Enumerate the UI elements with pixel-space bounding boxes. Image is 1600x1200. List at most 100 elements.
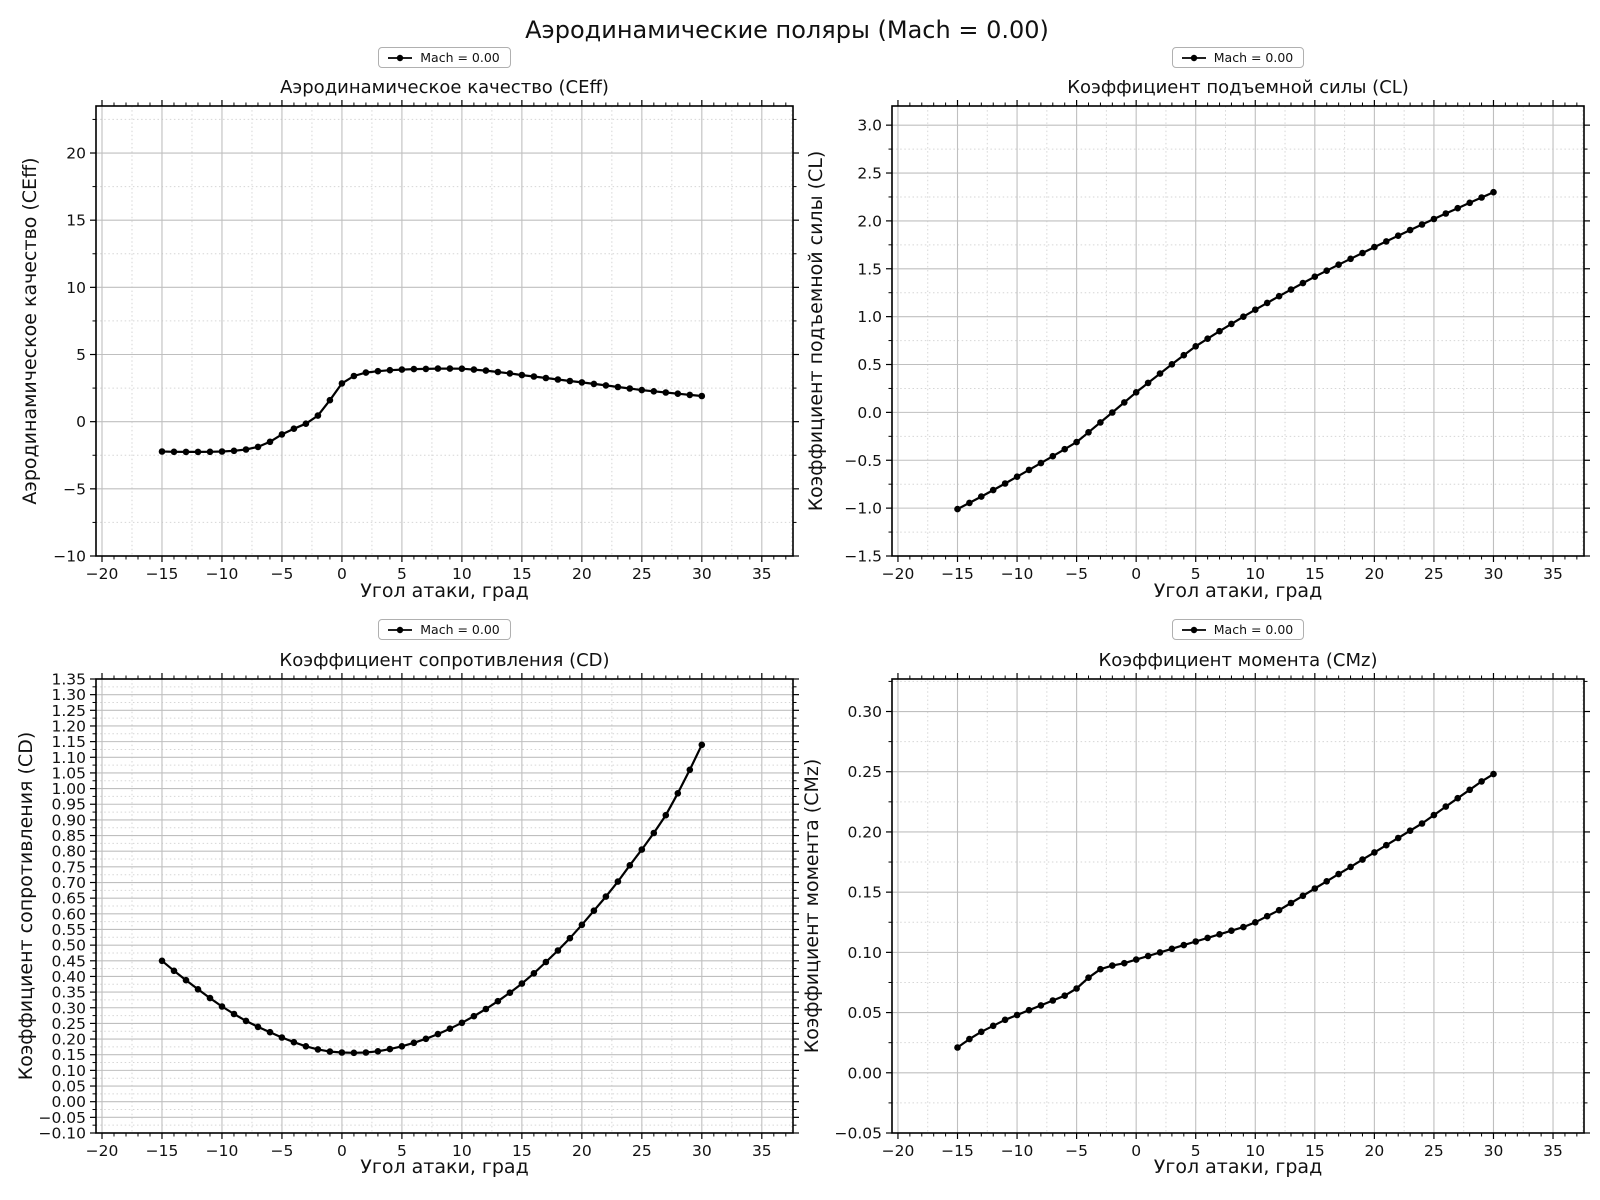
svg-text:−5: −5 xyxy=(1065,565,1088,583)
svg-text:−10: −10 xyxy=(1001,565,1034,583)
legend-row-ceff: Mach = 0.00 xyxy=(96,47,793,68)
svg-text:15: 15 xyxy=(512,565,532,583)
cd-markers xyxy=(158,741,706,1057)
subplot-title-ceff: Аэродинамическое качество (CEff) xyxy=(280,77,609,98)
svg-text:−10: −10 xyxy=(206,1142,239,1160)
legend-line-marker-icon xyxy=(388,54,413,61)
svg-text:0.70: 0.70 xyxy=(51,874,86,892)
svg-text:0.0: 0.0 xyxy=(857,404,882,422)
cmz-curve xyxy=(956,773,1495,1049)
ceff-minor-grid xyxy=(96,106,793,556)
svg-text:0.85: 0.85 xyxy=(51,827,86,845)
cl-ticks xyxy=(886,100,1590,562)
svg-text:0: 0 xyxy=(337,1142,347,1160)
svg-text:−20: −20 xyxy=(86,1142,119,1160)
svg-text:5: 5 xyxy=(76,346,86,364)
svg-text:15: 15 xyxy=(66,212,86,230)
legend-mach-ceff: Mach = 0.00 xyxy=(378,47,511,68)
ceff-curve xyxy=(161,367,702,453)
legend-row-cd: Mach = 0.00 xyxy=(96,619,793,640)
svg-text:1.35: 1.35 xyxy=(51,671,86,689)
cl-spines xyxy=(891,105,1585,557)
svg-text:−15: −15 xyxy=(941,565,974,583)
svg-text:0.10: 0.10 xyxy=(847,944,882,962)
cl-plot: −20 −15 −10 −5 0 5 10 15 20 25 30 35 −1.5 −1.0 −0.5 0.0… xyxy=(844,100,1590,583)
legend-label: Mach = 0.00 xyxy=(420,622,500,637)
legend-mach-cd: Mach = 0.00 xyxy=(378,619,511,640)
svg-text:2.5: 2.5 xyxy=(857,165,882,183)
svg-text:3.0: 3.0 xyxy=(857,117,882,135)
svg-text:15: 15 xyxy=(1305,565,1325,583)
svg-text:−10: −10 xyxy=(53,548,86,566)
svg-text:−10: −10 xyxy=(206,565,239,583)
svg-text:−20: −20 xyxy=(882,565,915,583)
svg-text:1.0: 1.0 xyxy=(857,308,882,326)
svg-text:0.30: 0.30 xyxy=(51,999,86,1017)
svg-text:−5: −5 xyxy=(271,565,294,583)
svg-text:35: 35 xyxy=(752,565,772,583)
svg-text:−15: −15 xyxy=(941,1142,974,1160)
svg-text:1.00: 1.00 xyxy=(51,780,86,798)
ceff-plot: −20 −15 −10 −5 0 5 10 15 20 25 30 35 −10 −5 0 5 10 15 20 xyxy=(53,100,799,583)
ylabel-cl: Коэффициент подъемной силы (CL) xyxy=(805,150,827,512)
svg-text:−0.10: −0.10 xyxy=(39,1125,87,1143)
svg-text:15: 15 xyxy=(1305,1142,1325,1160)
cmz-x-tick-labels: −20 −15 −10 −5 0 5 10 15 20 25 30 35 xyxy=(882,1142,1563,1160)
svg-text:0.15: 0.15 xyxy=(51,1046,86,1064)
svg-text:30: 30 xyxy=(1484,1142,1504,1160)
xlabel-ceff: Угол атаки, град xyxy=(360,580,529,602)
ceff-ticks xyxy=(90,100,799,562)
svg-text:0.30: 0.30 xyxy=(847,703,882,721)
svg-text:25: 25 xyxy=(632,565,652,583)
xlabel-cl: Угол атаки, град xyxy=(1153,580,1323,602)
cd-major-grid xyxy=(96,678,793,1134)
svg-text:35: 35 xyxy=(1543,565,1563,583)
svg-text:0: 0 xyxy=(337,565,347,583)
svg-text:5: 5 xyxy=(1191,565,1201,583)
subplot-title-cl: Коэффициент подъемной силы (CL) xyxy=(1067,77,1409,98)
ylabel-cd: Коэффициент сопротивления (CD) xyxy=(15,731,37,1081)
ylabel-cmz: Коэффициент момента (CMz) xyxy=(801,758,823,1054)
cmz-minor-grid xyxy=(892,679,1584,1133)
cd-curve xyxy=(161,744,703,1054)
svg-text:0.15: 0.15 xyxy=(847,884,882,902)
cl-x-tick-labels: −20 −15 −10 −5 0 5 10 15 20 25 30 35 xyxy=(882,565,1563,583)
cmz-plot: −20 −15 −10 −5 0 5 10 15 20 25 30 35 −0.05 0.00 0.05 0.… xyxy=(835,673,1590,1160)
subplot-title-cmz: Коэффициент момента (CMz) xyxy=(1098,650,1378,671)
svg-text:0.35: 0.35 xyxy=(51,984,86,1002)
ceff-y-tick-labels: −10 −5 0 5 10 15 20 xyxy=(53,145,86,566)
svg-text:30: 30 xyxy=(692,565,712,583)
svg-text:2.0: 2.0 xyxy=(857,212,882,230)
svg-text:0: 0 xyxy=(1131,1142,1141,1160)
cmz-markers xyxy=(954,770,1497,1051)
cl-curve xyxy=(956,191,1494,511)
svg-text:0.5: 0.5 xyxy=(857,356,882,374)
svg-text:−5: −5 xyxy=(63,480,86,498)
legend-label: Mach = 0.00 xyxy=(420,50,500,65)
svg-text:0.75: 0.75 xyxy=(51,858,86,876)
svg-text:0.05: 0.05 xyxy=(847,1004,882,1022)
svg-text:−0.05: −0.05 xyxy=(39,1109,87,1127)
svg-text:0.95: 0.95 xyxy=(51,796,86,814)
svg-text:0.80: 0.80 xyxy=(51,843,86,861)
svg-text:0.00: 0.00 xyxy=(51,1093,86,1111)
ylabel-ceff: Аэродинамическое качество (CEff) xyxy=(19,157,41,505)
svg-text:0.65: 0.65 xyxy=(51,890,86,908)
legend-label: Mach = 0.00 xyxy=(1213,622,1294,637)
svg-text:30: 30 xyxy=(1484,565,1504,583)
svg-text:20: 20 xyxy=(572,1142,592,1160)
svg-text:30: 30 xyxy=(692,1142,712,1160)
svg-text:20: 20 xyxy=(572,565,592,583)
cd-minor-grid xyxy=(96,679,793,1133)
cd-plot: −20 −15 −10 −5 0 5 10 15 20 25 30 35−0.10−0.050.000… xyxy=(39,671,799,1160)
legend-mach-cl: Mach = 0.00 xyxy=(1171,47,1305,68)
cd-y-tick-labels: −0.10−0.050.000.050.100.150.200.250.300.… xyxy=(39,671,87,1143)
svg-text:35: 35 xyxy=(1543,1142,1563,1160)
svg-text:0.25: 0.25 xyxy=(847,763,882,781)
svg-text:−0.5: −0.5 xyxy=(844,452,882,470)
svg-text:0.60: 0.60 xyxy=(51,905,86,923)
cd-ticks xyxy=(90,673,799,1139)
svg-text:−20: −20 xyxy=(882,1142,915,1160)
